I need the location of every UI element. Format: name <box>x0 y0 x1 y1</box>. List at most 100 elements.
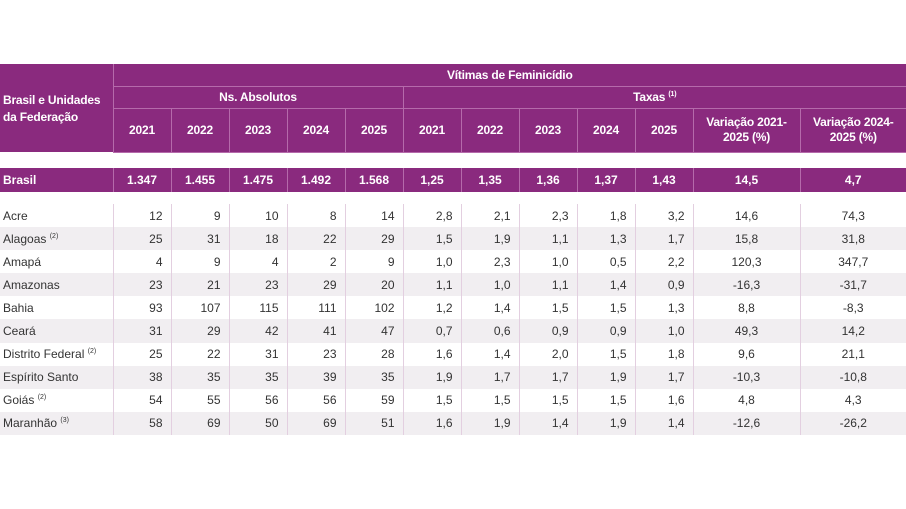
state-abs-cell: 31 <box>171 227 230 251</box>
state-var2-cell: -31,7 <box>800 273 906 297</box>
state-var2-cell: 31,8 <box>800 227 906 251</box>
state-abs-cell: 18 <box>229 227 288 251</box>
state-abs-cell: 107 <box>171 296 230 320</box>
state-abs-cell: 39 <box>287 365 346 389</box>
state-rate-cell: 1,7 <box>635 365 694 389</box>
state-abs-cell: 54 <box>113 388 172 412</box>
state-abs-cell: 28 <box>345 342 404 366</box>
state-rate-cell: 1,0 <box>461 273 520 297</box>
feminicide-table: Brasil e Unidades da Federação Vítimas d… <box>0 64 906 435</box>
state-abs-cell: 111 <box>287 296 346 320</box>
state-rate-cell: 1,5 <box>519 296 578 320</box>
brasil-abs-cell: 1.347 <box>113 168 172 192</box>
state-rate-cell: 1,5 <box>577 296 636 320</box>
state-var1-cell: 9,6 <box>693 342 801 366</box>
state-var1-cell: -16,3 <box>693 273 801 297</box>
state-var1-cell: 49,3 <box>693 319 801 343</box>
table-row: Amapá 4 9 4 2 9 1,0 2,3 1,0 0,5 2,2 120,3 347,7 <box>0 250 906 274</box>
state-rate-cell: 1,5 <box>577 388 636 412</box>
state-rate-cell: 1,0 <box>403 250 462 274</box>
state-rate-cell: 0,9 <box>519 319 578 343</box>
state-name: Espírito Santo <box>3 370 79 385</box>
header-abs-year: 2021 <box>113 108 172 153</box>
table-row: Acre 12 9 10 8 14 2,8 2,1 2,3 1,8 3,2 14,6 74,3 <box>0 204 906 228</box>
state-abs-cell: 23 <box>229 273 288 297</box>
header-abs-year: 2022 <box>171 108 230 153</box>
state-rate-cell: 0,9 <box>635 273 694 297</box>
header-name-column: Brasil e Unidades da Federação <box>0 64 114 152</box>
table-row: Distrito Federal (2) 25 22 31 23 28 1,6 1,4 2,0 1… <box>0 342 906 366</box>
state-var1-cell: 4,8 <box>693 388 801 412</box>
table-row: Alagoas (2) 25 31 18 22 29 1,5 1,9 1,1 1,3 1,7 15,8… <box>0 227 906 251</box>
state-var2-cell: 4,3 <box>800 388 906 412</box>
header-rates-label: Taxas <box>633 90 666 104</box>
state-rate-cell: 1,7 <box>461 365 520 389</box>
state-var2-cell: -8,3 <box>800 296 906 320</box>
state-rate-cell: 1,6 <box>403 342 462 366</box>
state-rate-cell: 2,2 <box>635 250 694 274</box>
state-name-cell: Maranhão (3) <box>0 411 114 435</box>
state-rows: Acre 12 9 10 8 14 2,8 2,1 2,3 1,8 3,2 14,6 74,3 Alago… <box>0 204 906 435</box>
state-var2-cell: 21,1 <box>800 342 906 366</box>
state-abs-cell: 69 <box>171 411 230 435</box>
brasil-rate-cell: 1,35 <box>461 168 520 192</box>
state-rate-cell: 1,2 <box>403 296 462 320</box>
state-var2-cell: 74,3 <box>800 204 906 228</box>
state-abs-cell: 8 <box>287 204 346 228</box>
table-row: Bahia 93 107 115 111 102 1,2 1,4 1,5 1,5 1,3 8,8 -8,… <box>0 296 906 320</box>
state-abs-cell: 23 <box>287 342 346 366</box>
state-name: Goiás <box>3 393 35 408</box>
brasil-abs-cell: 1.492 <box>287 168 346 192</box>
state-rate-cell: 1,7 <box>519 365 578 389</box>
header-abs-year: 2024 <box>287 108 346 153</box>
header-variation-2024-2025: Variação 2024-2025 (%) <box>800 108 906 153</box>
state-rate-cell: 2,0 <box>519 342 578 366</box>
state-rate-cell: 1,9 <box>577 411 636 435</box>
table-row: Espírito Santo 38 35 35 39 35 1,9 1,7 1,7 1,9 1,7-… <box>0 365 906 389</box>
state-rate-cell: 1,5 <box>403 227 462 251</box>
state-rate-cell: 1,1 <box>519 273 578 297</box>
state-abs-cell: 4 <box>229 250 288 274</box>
brasil-abs-cell: 1.475 <box>229 168 288 192</box>
state-abs-cell: 59 <box>345 388 404 412</box>
state-rate-cell: 0,6 <box>461 319 520 343</box>
state-rate-cell: 1,4 <box>461 296 520 320</box>
state-abs-cell: 14 <box>345 204 404 228</box>
state-abs-cell: 29 <box>171 319 230 343</box>
state-abs-cell: 93 <box>113 296 172 320</box>
brasil-row: Brasil 1.347 1.455 1.475 1.492 1.568 1,25 1,35 1… <box>0 168 906 192</box>
state-abs-cell: 41 <box>287 319 346 343</box>
state-abs-cell: 4 <box>113 250 172 274</box>
table-row: Maranhão (3) 58 69 50 69 51 1,6 1,9 1,4 1,9 1,4 -12… <box>0 411 906 435</box>
state-abs-cell: 25 <box>113 227 172 251</box>
state-rate-cell: 1,0 <box>519 250 578 274</box>
state-rate-cell: 3,2 <box>635 204 694 228</box>
state-abs-cell: 35 <box>345 365 404 389</box>
header-variation-2021-2025: Variação 2021-2025 (%) <box>693 108 801 153</box>
state-rate-cell: 1,8 <box>635 342 694 366</box>
state-abs-cell: 2 <box>287 250 346 274</box>
brasil-rate-cell: 1,43 <box>635 168 694 192</box>
header-rate-year: 2024 <box>577 108 636 153</box>
state-rate-cell: 1,4 <box>519 411 578 435</box>
state-abs-cell: 55 <box>171 388 230 412</box>
state-name: Distrito Federal <box>3 347 85 362</box>
state-abs-cell: 31 <box>113 319 172 343</box>
state-rate-cell: 1,9 <box>403 365 462 389</box>
state-name-cell: Espírito Santo <box>0 365 114 389</box>
state-rate-cell: 0,7 <box>403 319 462 343</box>
state-rate-cell: 1,3 <box>635 296 694 320</box>
state-abs-cell: 29 <box>345 227 404 251</box>
state-name-cell: Bahia <box>0 296 114 320</box>
state-rate-cell: 1,9 <box>577 365 636 389</box>
brasil-var1-cell: 14,5 <box>693 168 801 192</box>
table-row: Ceará 31 29 42 41 47 0,7 0,6 0,9 0,9 1,0 49,3 14,2 <box>0 319 906 343</box>
state-rate-cell: 1,8 <box>577 204 636 228</box>
state-name-cell: Distrito Federal (2) <box>0 342 114 366</box>
state-abs-cell: 29 <box>287 273 346 297</box>
state-rate-cell: 2,8 <box>403 204 462 228</box>
state-abs-cell: 115 <box>229 296 288 320</box>
state-rate-cell: 1,4 <box>635 411 694 435</box>
table-header: Brasil e Unidades da Federação Vítimas d… <box>0 64 906 153</box>
feminicide-table-container: Brasil e Unidades da Federação Vítimas d… <box>0 64 906 435</box>
